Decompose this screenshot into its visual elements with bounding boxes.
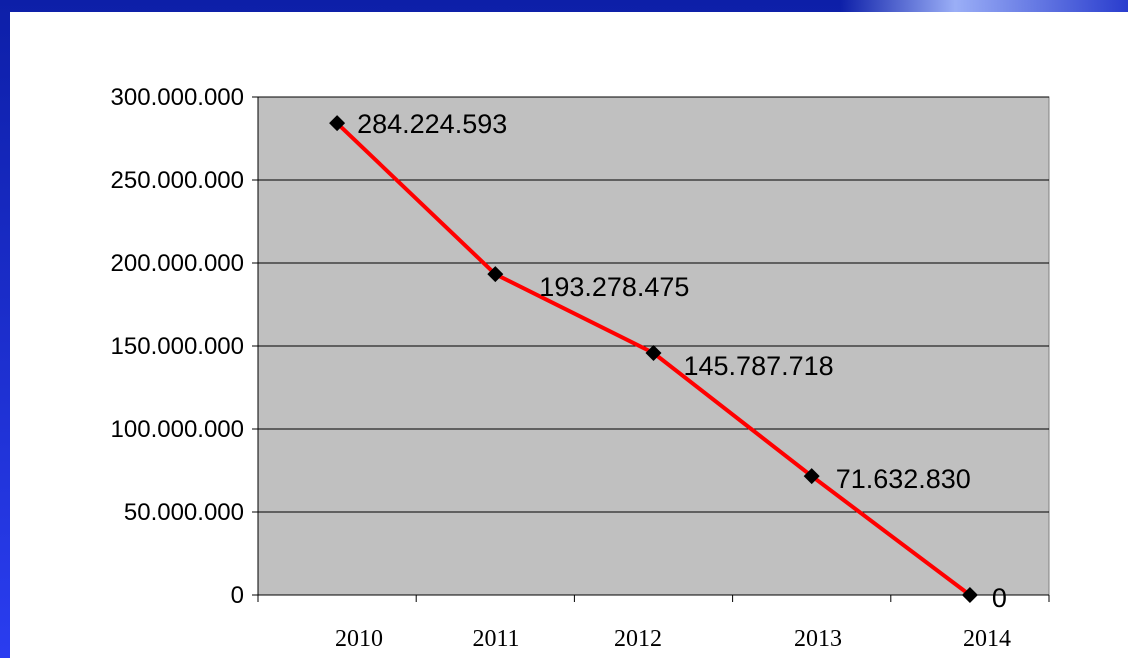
y-tick-label: 300.000.000 — [111, 84, 244, 111]
data-label: 145.787.718 — [684, 351, 834, 381]
x-tick-label: 2014 — [963, 626, 1011, 652]
gridlines — [258, 96, 1049, 513]
y-tick-label: 150.000.000 — [111, 333, 244, 360]
data-labels: 284.224.593 193.278.475 145.787.718 71.632.… — [357, 109, 1007, 613]
data-point-marker — [329, 115, 346, 132]
data-label: 0 — [992, 583, 1007, 613]
data-label: 71.632.830 — [836, 464, 971, 494]
y-axis-ticks: 0 50.000.000 100.000.000 150.000.000 200.000… — [111, 84, 258, 609]
data-point-marker — [645, 344, 662, 361]
data-label: 284.224.593 — [357, 109, 507, 139]
data-point-marker — [803, 468, 820, 485]
data-label: 193.278.475 — [539, 272, 689, 302]
x-tick-label: 2011 — [472, 626, 519, 652]
data-point-marker — [961, 587, 978, 603]
x-tick-label: 2010 — [335, 626, 383, 652]
x-tick-label: 2013 — [794, 626, 842, 652]
data-point-marker — [487, 266, 504, 283]
y-tick-label: 0 — [231, 582, 244, 609]
x-axis-ticks: 2010 2011 2012 2013 2014 — [257, 595, 1050, 652]
y-tick-label: 50.000.000 — [124, 499, 244, 526]
y-tick-label: 250.000.000 — [111, 167, 244, 194]
series-markers — [329, 115, 978, 603]
y-tick-label: 200.000.000 — [111, 250, 244, 277]
y-tick-label: 100.000.000 — [111, 416, 244, 443]
x-tick-label: 2012 — [614, 626, 662, 652]
